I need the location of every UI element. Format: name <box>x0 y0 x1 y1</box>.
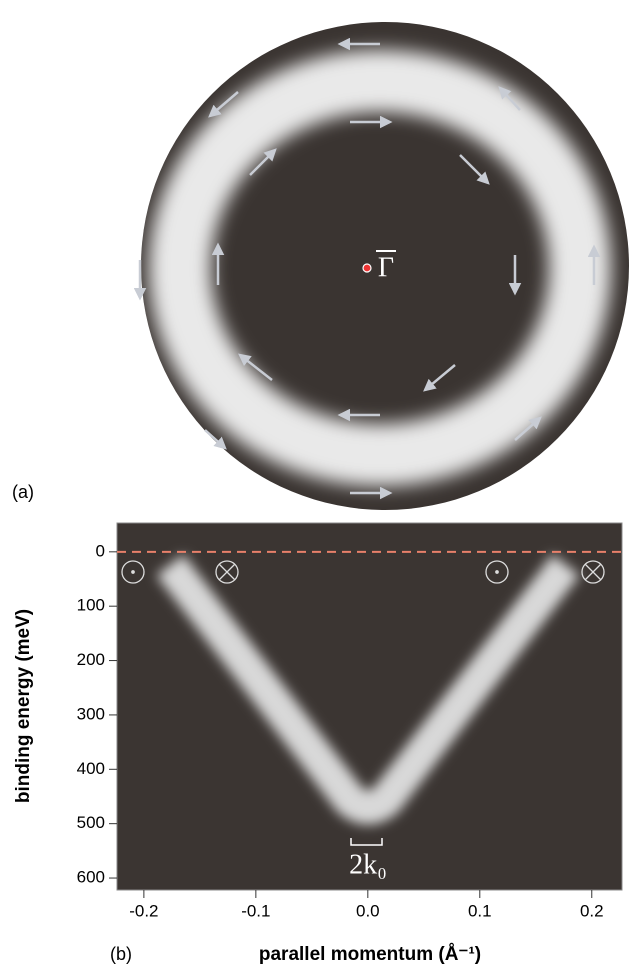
gamma-point <box>363 264 371 272</box>
fermi-surface-map: Γ <box>140 22 629 510</box>
annotation: 2k₀ <box>349 849 387 880</box>
x-tick-label: 0.2 <box>580 901 604 920</box>
panel-label: (b) <box>110 944 132 964</box>
y-tick-label: 200 <box>77 650 105 669</box>
x-tick-label: -0.1 <box>241 901 270 920</box>
x-tick-label: 0.0 <box>356 901 380 920</box>
x-axis-label: parallel momentum (Å⁻¹) <box>259 944 481 965</box>
gamma-label: Γ <box>378 252 394 283</box>
x-tick-label: 0.1 <box>468 901 492 920</box>
x-tick-label: -0.2 <box>129 901 158 920</box>
y-tick-label: 600 <box>77 868 105 887</box>
y-tick-label: 400 <box>77 759 105 778</box>
y-axis-label: binding energy (meV) <box>13 609 34 803</box>
y-tick-label: 0 <box>96 541 105 560</box>
y-tick-label: 300 <box>77 704 105 723</box>
panel-label: (a) <box>12 482 34 502</box>
y-tick-label: 500 <box>77 813 105 832</box>
figure: Γ (a) 2k₀ (b) parallel momentum (Å⁻¹) bi… <box>0 0 631 970</box>
y-tick-label: 100 <box>77 596 105 615</box>
